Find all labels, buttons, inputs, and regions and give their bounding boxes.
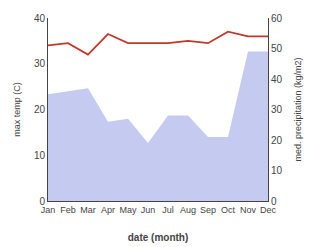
svg-text:Nov: Nov <box>240 205 257 215</box>
svg-text:30: 30 <box>34 58 46 69</box>
svg-text:Aug: Aug <box>180 205 196 215</box>
svg-text:40: 40 <box>34 13 46 24</box>
svg-text:Dec: Dec <box>260 205 277 215</box>
svg-text:10: 10 <box>271 165 283 176</box>
svg-text:May: May <box>119 205 137 215</box>
svg-text:60: 60 <box>271 13 283 24</box>
svg-text:Oct: Oct <box>221 205 236 215</box>
svg-text:Jul: Jul <box>162 205 174 215</box>
svg-text:50: 50 <box>271 43 283 54</box>
svg-text:10: 10 <box>34 150 46 161</box>
svg-text:30: 30 <box>271 104 283 115</box>
svg-text:Jan: Jan <box>41 205 56 215</box>
svg-text:Jun: Jun <box>141 205 156 215</box>
svg-text:Feb: Feb <box>60 205 76 215</box>
svg-text:Apr: Apr <box>101 205 115 215</box>
svg-text:20: 20 <box>34 104 46 115</box>
svg-text:max temp (C): max temp (C) <box>12 82 22 137</box>
svg-text:40: 40 <box>271 74 283 85</box>
svg-text:med. precipitation (kg/m2): med. precipitation (kg/m2) <box>293 57 303 161</box>
svg-text:0: 0 <box>271 196 277 207</box>
svg-text:date (month): date (month) <box>128 232 189 243</box>
svg-text:0: 0 <box>39 196 45 207</box>
svg-text:20: 20 <box>271 135 283 146</box>
svg-text:Sep: Sep <box>200 205 216 215</box>
svg-text:Mar: Mar <box>80 205 96 215</box>
